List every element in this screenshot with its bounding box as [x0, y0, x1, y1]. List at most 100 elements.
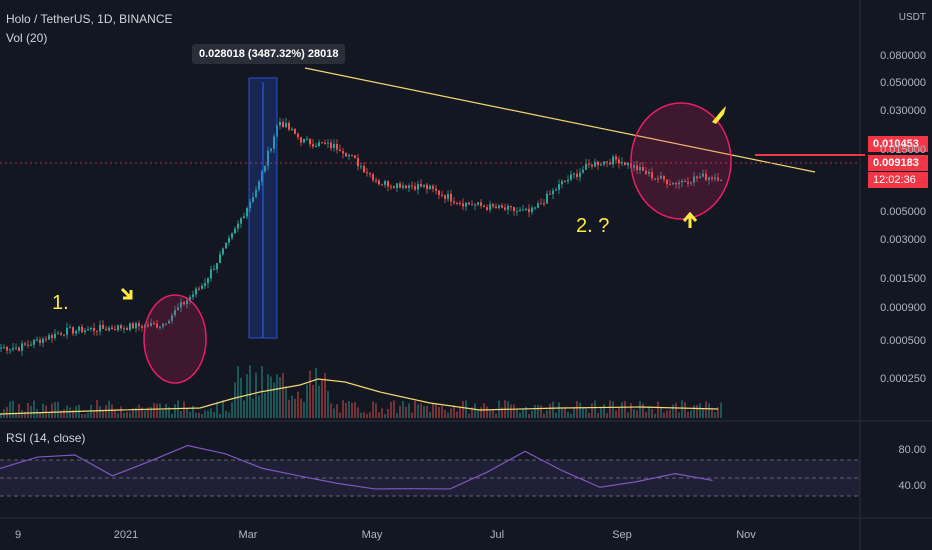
candle-body [282, 121, 284, 128]
candle-body [489, 204, 491, 210]
candle-body [306, 138, 308, 140]
candle-body [180, 302, 182, 308]
volume-bar [462, 400, 464, 418]
candle-body [270, 148, 272, 151]
candle-body [660, 176, 662, 179]
volume-bar [354, 402, 356, 418]
volume-bar [639, 401, 641, 418]
volume-bar [420, 403, 422, 418]
volume-bar [618, 408, 620, 418]
volume-bar [0, 413, 2, 418]
candle-body [690, 182, 692, 184]
volume-bar [48, 412, 50, 418]
candle-body [450, 193, 452, 202]
volume-bar [63, 409, 65, 418]
volume-bar [522, 409, 524, 418]
candle-body [663, 176, 665, 180]
candle-body [495, 206, 497, 209]
annotation-one: 1. [52, 292, 69, 314]
candle-body [696, 176, 698, 179]
candle-body [384, 181, 386, 185]
volume-bar [666, 410, 668, 418]
candle-body [675, 182, 677, 185]
volume-bar [513, 404, 515, 418]
candle-body [279, 121, 281, 126]
volume-bar [441, 406, 443, 418]
volume-bar [288, 399, 290, 418]
candle-body [483, 205, 485, 208]
candle-body [702, 173, 704, 177]
volume-bar [636, 410, 638, 418]
volume-bar [429, 412, 431, 418]
candle-body [408, 185, 410, 189]
volume-bar [603, 404, 605, 418]
volume-bar [27, 402, 29, 418]
volume-bar [159, 403, 161, 418]
candle-body [324, 142, 326, 144]
candle-body [327, 142, 329, 144]
candle-body [567, 179, 569, 182]
candle-body [24, 343, 26, 345]
candle-body [687, 181, 689, 184]
candle-body [237, 223, 239, 229]
volume-bar [393, 400, 395, 418]
candle-body [183, 302, 185, 305]
candle-body [618, 159, 620, 164]
volume-bar [189, 411, 191, 418]
candle-body [420, 183, 422, 187]
candle-body [102, 324, 104, 329]
candle-body [51, 335, 53, 338]
volume-bar [282, 372, 284, 418]
volume-bar [351, 402, 353, 418]
candle-body [30, 344, 32, 346]
price-tick-label: 0.001500 [880, 273, 926, 286]
volume-bar [315, 367, 317, 418]
volume-bar [438, 406, 440, 418]
volume-bar [558, 402, 560, 418]
candle-body [204, 283, 206, 286]
volume-bar [594, 400, 596, 418]
volume-bar [654, 413, 656, 418]
candle-body [225, 242, 227, 249]
volume-bar [156, 403, 158, 418]
volume-bar [663, 412, 665, 418]
candle-body [366, 172, 368, 174]
volume-bar [249, 365, 251, 418]
volume-bar [651, 408, 653, 418]
candle-body [141, 326, 143, 328]
candle-body [264, 165, 266, 172]
volume-bar [36, 409, 38, 418]
candle-body [81, 326, 83, 333]
candle-body [396, 183, 398, 188]
candle-body [99, 324, 101, 332]
volume-bar [519, 412, 521, 418]
candle-body [378, 180, 380, 185]
volume-bar [450, 408, 452, 418]
volume-bar [321, 379, 323, 418]
candle-body [570, 174, 572, 180]
candle-body [555, 189, 557, 191]
volume-bar [645, 411, 647, 418]
candle-body [138, 323, 140, 327]
volume-ma-line [0, 378, 719, 415]
volume-bar [633, 409, 635, 418]
candle-body [426, 184, 428, 190]
candle-body [42, 338, 44, 344]
volume-bar [297, 391, 299, 418]
candle-body [561, 181, 563, 185]
volume-bar [384, 413, 386, 418]
volume-bar [228, 412, 230, 418]
candle-body [45, 338, 47, 340]
candle-body [261, 171, 263, 182]
time-tick-label: May [361, 529, 383, 541]
price-tick-label: 0.000900 [880, 301, 926, 314]
volume-bar [564, 408, 566, 418]
quote-currency-label: USDT [898, 12, 926, 23]
volume-bar [117, 413, 119, 418]
volume-bar [231, 402, 233, 418]
price-tick-label: 0.000250 [880, 373, 926, 386]
volume-bar [387, 409, 389, 418]
volume-bar [600, 406, 602, 418]
